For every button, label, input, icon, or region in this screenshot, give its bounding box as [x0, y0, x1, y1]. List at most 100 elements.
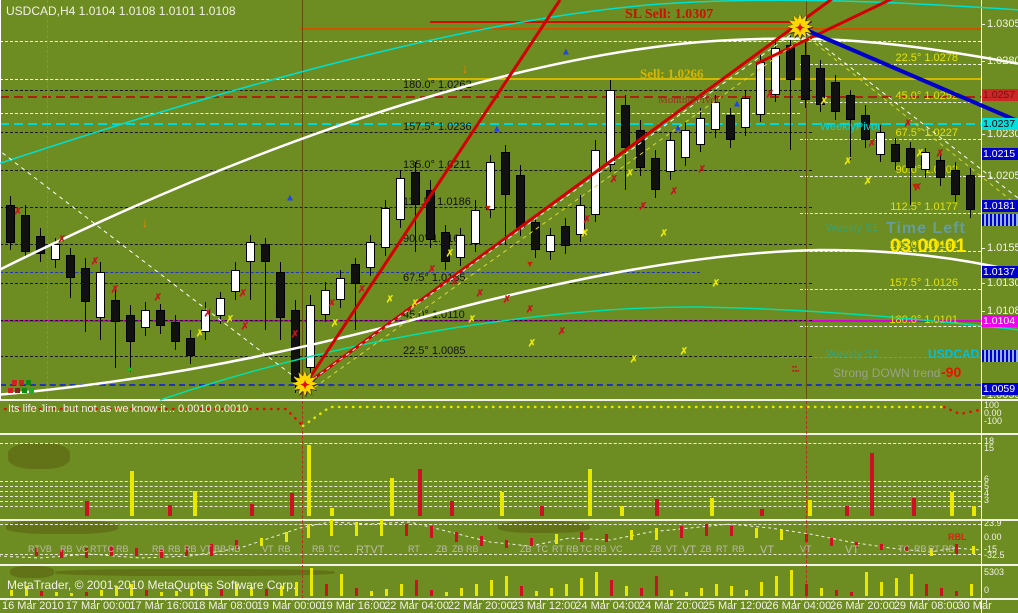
signal-x-icon: ✗ [527, 338, 537, 350]
time-axis-label: 24 Mar 20:00 [639, 600, 704, 612]
time-axis-label: 17 Mar 16:00 [129, 600, 195, 612]
signal-code-label: VT [760, 544, 775, 556]
indicator3-bar [805, 534, 808, 542]
volume-bar [535, 591, 538, 596]
signal-code-label: RT [552, 544, 564, 554]
candle-body [426, 190, 435, 240]
indicator3-bar [480, 536, 483, 546]
time-axis-label: 29 Mar 08:00 [893, 600, 959, 612]
candle-body [126, 315, 135, 342]
candle-body [846, 95, 855, 120]
indicator3-bar [285, 532, 288, 542]
time-axis-minor-tick [403, 599, 405, 601]
time-axis-label: 26 Mar 20:00 [830, 600, 895, 612]
signal-code-label: ZB [436, 544, 448, 554]
volume-bar [910, 574, 913, 596]
signal-code-label: VT [262, 544, 274, 554]
candle-body [666, 140, 675, 172]
window-separator [0, 598, 1018, 600]
time-axis-minor-tick [451, 599, 453, 601]
candle-body [51, 244, 60, 260]
grid-vline [806, 401, 807, 598]
sell-signal-x-icon: ✗ [327, 298, 337, 310]
window-separator [0, 399, 1018, 401]
signal-code-label: VT [845, 544, 860, 556]
volume-bar [310, 568, 313, 596]
buy-arrow-icon: ▲ [561, 46, 571, 58]
signal-code-label: ZB [452, 544, 464, 554]
window-separator [0, 564, 1018, 566]
volume-bar [460, 588, 463, 596]
buy-arrow-icon: ▲ [732, 98, 742, 110]
candle-body [186, 338, 195, 356]
candle-body [651, 158, 660, 190]
sell-signal-x-icon: ✗ [57, 234, 67, 246]
signal-code-label: VT [800, 544, 812, 554]
candle-body [111, 300, 120, 322]
indicator3-bar [160, 550, 163, 558]
indicator2-bar [85, 501, 89, 516]
time-axis-tick [730, 599, 732, 603]
volume-bar [655, 576, 658, 596]
signal-x-icon: ✗ [819, 96, 829, 108]
candle-body [951, 170, 960, 195]
time-axis-minor-tick [483, 599, 484, 601]
signal-x-icon: ✗ [385, 294, 395, 306]
indicator2-bar [588, 469, 592, 516]
indicator2-bar [330, 508, 334, 516]
price-axis-tick [981, 24, 985, 25]
candle-body [876, 132, 885, 155]
sell-signal-x-icon: ✗ [427, 264, 437, 276]
signal-code-label: RB [594, 544, 607, 554]
grid-hline [0, 442, 981, 444]
candle-body [831, 82, 840, 112]
volume-bar [820, 588, 823, 596]
indicator2-bar [500, 492, 504, 516]
indicator3-bar [430, 526, 433, 538]
signal-x-icon: ✗ [580, 228, 590, 240]
monthly-pivot-label: MonthlyPivot [658, 94, 720, 106]
volume-bar [400, 584, 403, 596]
signal-code-label: RB [60, 544, 73, 554]
time-axis-label: 24 Mar 04:00 [575, 600, 641, 612]
indicator2-bar [870, 453, 874, 516]
price-badge: 1.0104 [982, 315, 1018, 327]
candle-body [456, 235, 465, 258]
price-axis-label: 1.0305 [987, 18, 1018, 30]
signal-x-icon: ✗ [445, 248, 455, 260]
time-axis-tick [794, 599, 796, 603]
down-arrow-icon: ↓ [141, 214, 149, 230]
signal-code-label: RTVB [28, 544, 52, 554]
volume-bar [625, 586, 628, 596]
sell-level-label[interactable]: Sell: 1.0266 [640, 66, 704, 81]
indicator3-bar [110, 546, 113, 556]
signal-code-label: VC [610, 544, 623, 554]
volume-bar [730, 586, 733, 596]
volume-bar [715, 584, 718, 596]
indicator2-scale-label: 5 [984, 481, 990, 491]
candle-body [411, 172, 420, 205]
grid-hline [428, 78, 981, 80]
indicator1-scale-label: 0.00 [984, 408, 1002, 418]
fib-label-left: 45.0° 1.0110 [403, 309, 465, 321]
candle-body [621, 105, 630, 148]
volume-bar [295, 582, 298, 596]
price-axis-tick [981, 395, 985, 396]
sell-signal-x-icon: ✗ [557, 326, 567, 338]
time-axis-minor-tick [244, 599, 246, 601]
indicator3-bar [530, 538, 533, 546]
time-axis-tick [284, 599, 286, 603]
indicator3-bar [235, 540, 238, 550]
indicator3-bar [455, 532, 458, 542]
signal-x-icon: ✗ [863, 176, 873, 188]
signal-code-label: RB [732, 544, 745, 554]
candle-body [561, 226, 570, 246]
sell-signal-x-icon: ✗ [609, 174, 619, 186]
candle-body [546, 235, 555, 252]
candle-body [591, 150, 600, 215]
indicator3-rbl-label: RBL [948, 532, 967, 542]
indicator2-bar [655, 499, 659, 516]
sl-sell-level-label[interactable]: SL Sell: 1.0307 [625, 7, 714, 22]
window-separator [0, 433, 1018, 435]
indicator1-name-label: Its life Jim. but not as we know it... 0… [8, 403, 249, 415]
